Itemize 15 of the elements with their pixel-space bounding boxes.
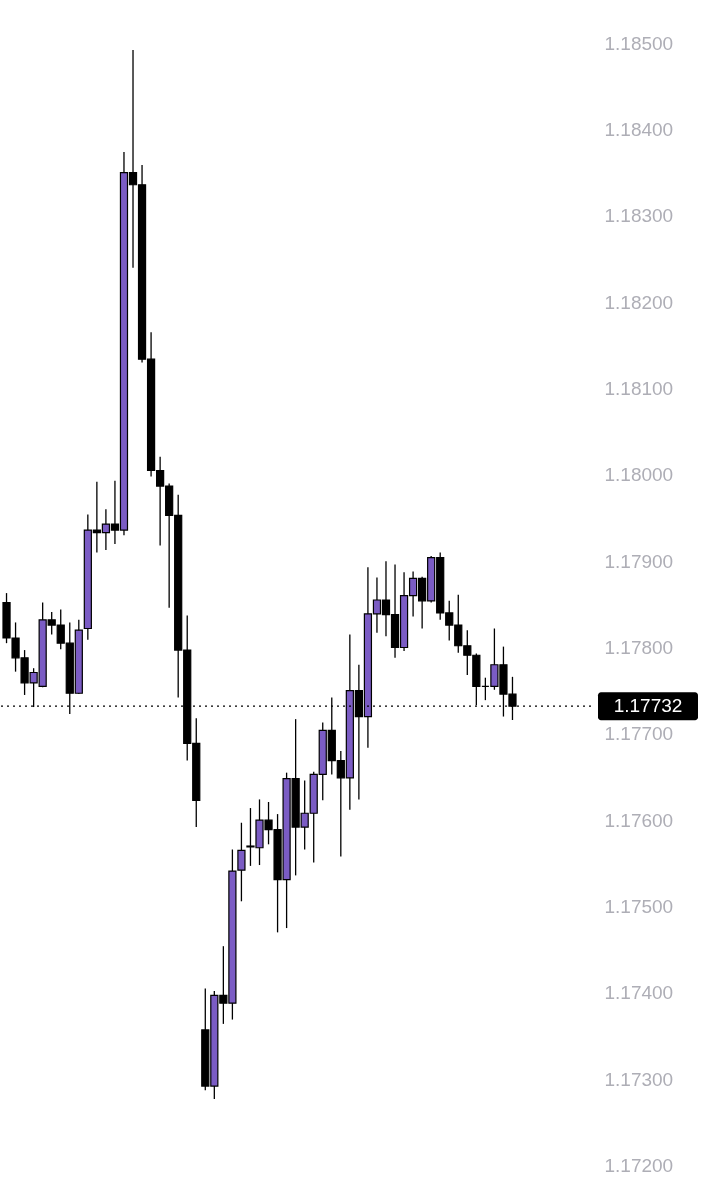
y-tick-label: 1.17700	[604, 723, 674, 745]
y-tick-label: 1.17900	[604, 550, 674, 572]
y-tick-label: 1.17600	[604, 809, 674, 831]
y-tick-label: 1.18300	[604, 205, 674, 227]
y-tick-label: 1.17300	[604, 1068, 674, 1090]
y-tick-label: 1.17500	[604, 895, 674, 917]
y-tick-label: 1.18400	[604, 119, 674, 140]
y-tick-label: 1.18200	[604, 291, 674, 313]
y-tick-label: 1.18000	[604, 464, 674, 486]
ref-line-label: 1.17732	[613, 695, 683, 717]
y-tick-label: 1.17800	[604, 636, 674, 658]
y-tick-label: 1.17400	[604, 982, 674, 1004]
y-tick-label: 1.18100	[604, 377, 674, 399]
y-tick-label: 1.18500	[604, 32, 674, 54]
y-tick-label: 1.17200	[604, 1154, 674, 1176]
